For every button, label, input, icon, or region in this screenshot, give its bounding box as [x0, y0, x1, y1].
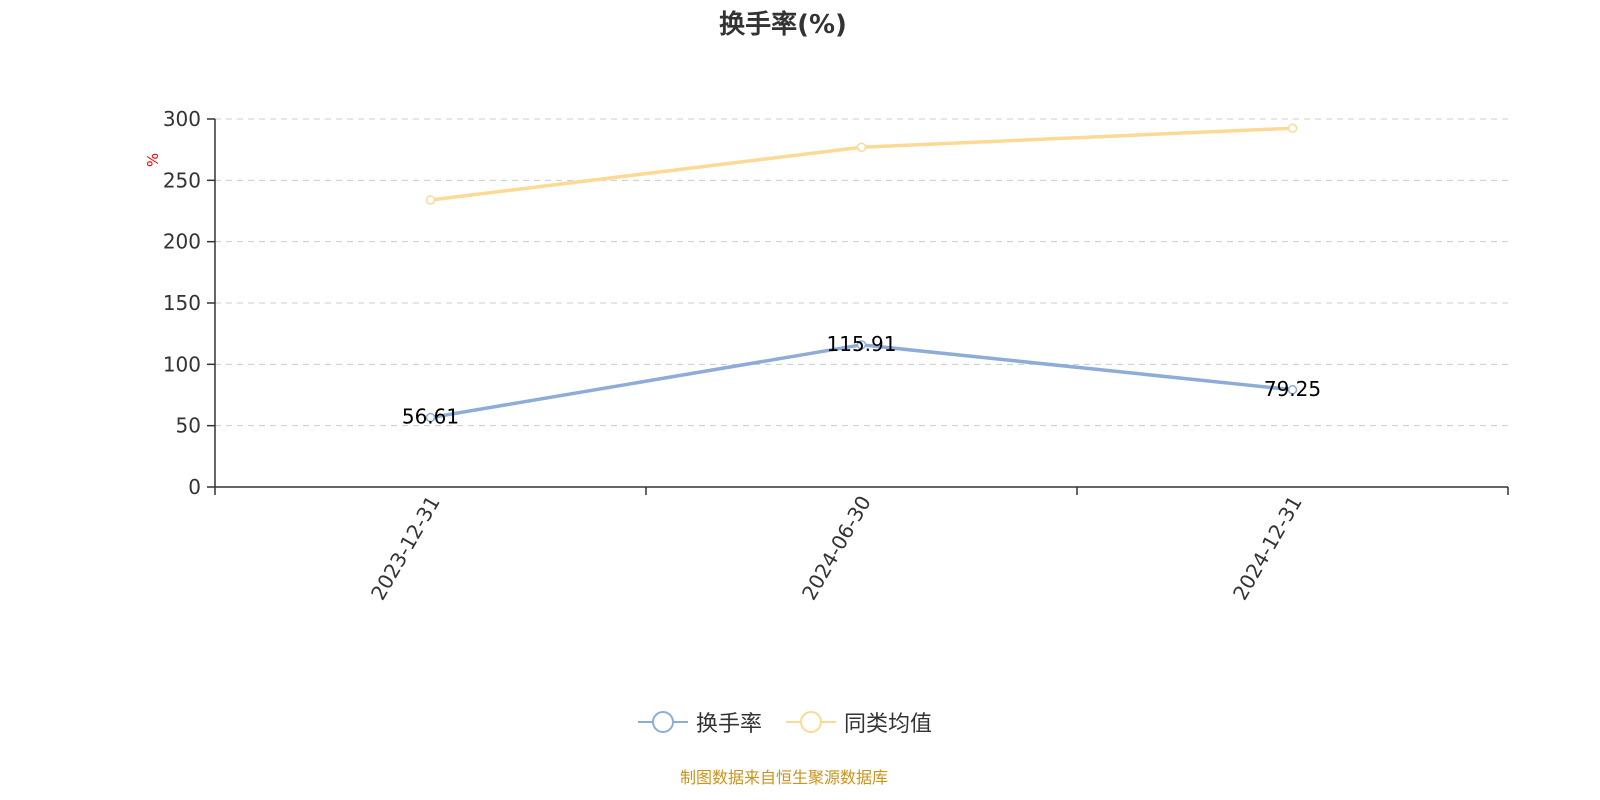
- series-0-data-label-0: 56.61: [402, 405, 459, 429]
- legend-item-turnover[interactable]: 换手率: [637, 706, 762, 738]
- series-1-point-1: [856, 142, 867, 152]
- series-0-point-0: [425, 412, 436, 423]
- y-tick-label-200: 200: [163, 230, 201, 254]
- x-tick-label-2024-12-31: 2024-12-31: [1228, 492, 1307, 605]
- y-tick-label-150: 150: [163, 291, 201, 315]
- series-line-1: [430, 126, 1293, 202]
- source-note: 制图数据来自恒生聚源数据库: [679, 768, 888, 787]
- series-1-point-0: [425, 195, 436, 205]
- series-0-point-2: [1287, 385, 1298, 395]
- legend-symbol-turnover: [637, 711, 688, 733]
- chart-title: 换手率(%): [719, 10, 847, 40]
- legend-symbol-peer-average: [786, 711, 836, 733]
- series-0-point-1: [856, 340, 867, 350]
- legend-item-peer-average[interactable]: 同类均值: [786, 706, 932, 738]
- legend: 换手率 同类均值: [0, 706, 1570, 738]
- y-tick-label-50: 50: [176, 414, 201, 438]
- y-tick-label-250: 250: [163, 168, 201, 192]
- y-tick-label-300: 300: [163, 107, 201, 131]
- series-1-point-2: [1287, 123, 1298, 133]
- series-0-data-label-2: 79.25: [1264, 377, 1321, 401]
- x-tick-label-2024-06-30: 2024-06-30: [797, 492, 876, 605]
- legend-label-turnover: 换手率: [695, 712, 762, 737]
- series-0-data-label-1: 115.91: [827, 332, 897, 356]
- y-tick-label-0: 0: [188, 475, 201, 499]
- y-axis-unit-label: %: [144, 153, 162, 167]
- x-tick-label-2023-12-31: 2023-12-31: [366, 492, 445, 605]
- legend-label-peer-average: 同类均值: [844, 712, 933, 737]
- y-tick-label-100: 100: [163, 352, 201, 376]
